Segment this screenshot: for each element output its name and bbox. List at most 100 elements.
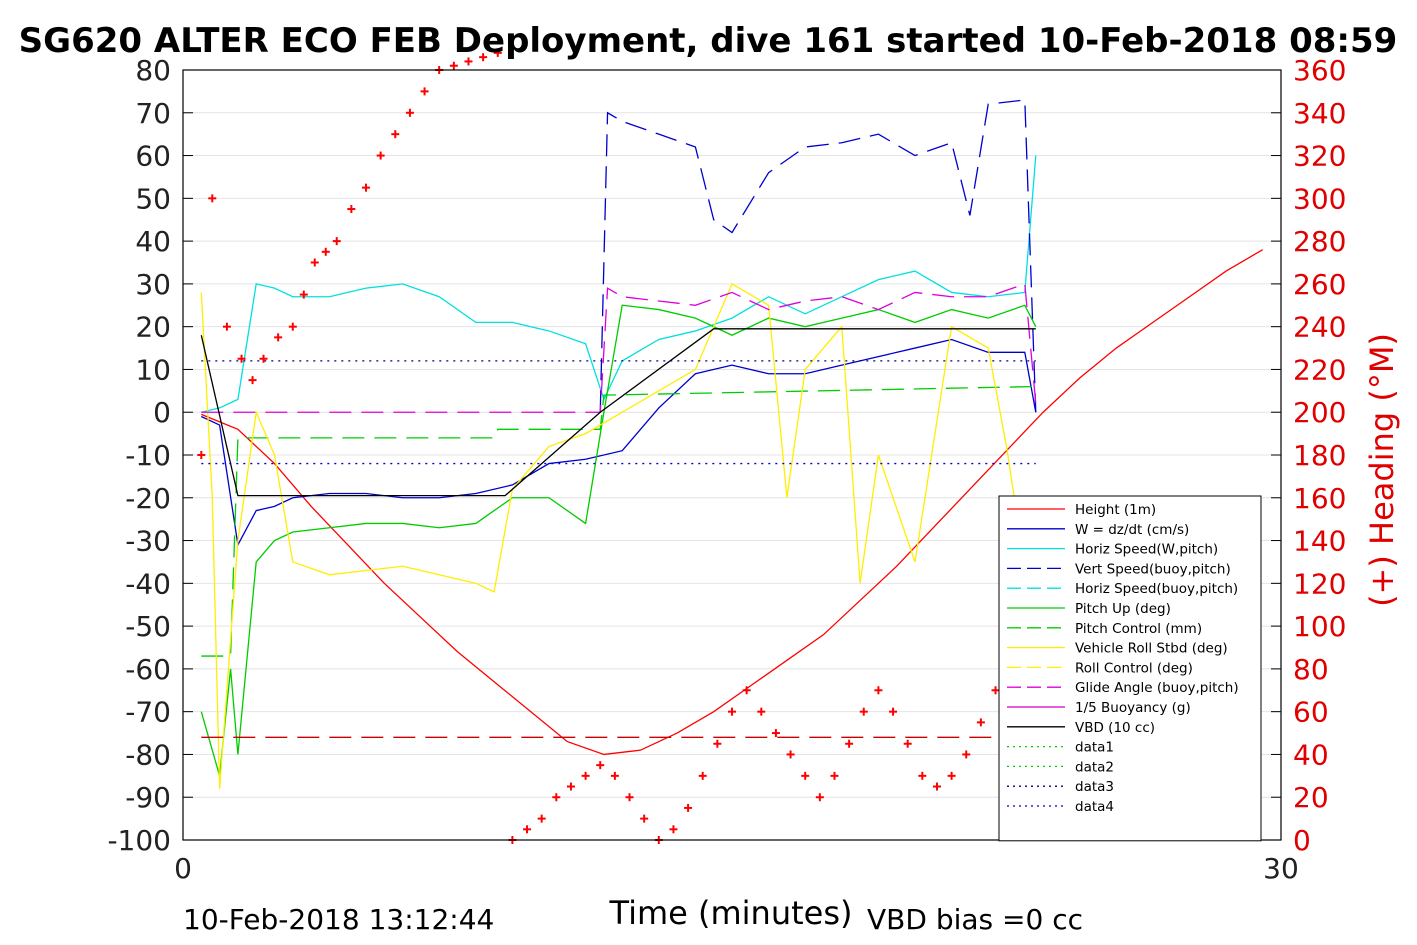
heading-point <box>610 771 619 780</box>
legend-label: Glide Angle (buoy,pitch) <box>1075 680 1239 696</box>
heading-point <box>347 205 356 214</box>
right-tick-label: 60 <box>1293 696 1329 729</box>
legend-label: data3 <box>1075 779 1114 795</box>
right-tick-label: 320 <box>1293 140 1346 173</box>
heading-point <box>362 183 370 192</box>
heading-point <box>932 782 941 791</box>
right-tick-label: 240 <box>1293 311 1346 344</box>
right-tick-label: 220 <box>1293 353 1346 386</box>
heading-point <box>405 108 414 117</box>
heading-point <box>669 825 678 834</box>
left-tick-label: 10 <box>135 353 171 386</box>
heading-point <box>815 793 824 802</box>
series-line <box>599 99 1037 413</box>
x-axis: 0 30 <box>174 852 1299 885</box>
heading-point <box>830 771 839 780</box>
heading-point <box>552 793 561 802</box>
right-tick-label: 0 <box>1293 824 1311 857</box>
right-tick-label: 40 <box>1293 738 1329 771</box>
heading-point <box>332 237 341 246</box>
series-line <box>201 338 1037 547</box>
heading-point <box>801 771 810 780</box>
legend-label: Horiz Speed(buoy,pitch) <box>1075 581 1238 597</box>
left-tick-label: -10 <box>125 439 171 472</box>
heading-point <box>698 771 707 780</box>
chart-title: SG620 ALTER ECO FEB Deployment, dive 161… <box>19 21 1398 61</box>
right-tick-label: 280 <box>1293 225 1346 258</box>
x-axis-label: Time (minutes) <box>609 894 853 932</box>
right-tick-label: 360 <box>1293 54 1346 87</box>
x-tick-label: 0 <box>174 852 192 885</box>
heading-point <box>947 771 956 780</box>
left-tick-label: -80 <box>125 738 171 771</box>
right-tick-label: 340 <box>1293 97 1346 130</box>
x-tick-label: 30 <box>1263 852 1299 885</box>
heading-point <box>376 151 385 160</box>
left-tick-label: 80 <box>135 54 171 87</box>
left-tick-label: 50 <box>135 182 171 215</box>
series-line <box>200 304 1037 777</box>
timestamp-label: 10-Feb-2018 13:12:44 <box>183 903 494 936</box>
right-tick-label: 260 <box>1293 268 1346 301</box>
legend-label: Height (1m) <box>1075 502 1156 518</box>
left-tick-label: 60 <box>135 140 171 173</box>
series-line <box>200 282 1037 789</box>
heading-point <box>874 686 883 695</box>
legend-label: Pitch Up (deg) <box>1075 601 1171 617</box>
vbd-bias-label: VBD bias =0 cc <box>867 903 1083 936</box>
heading-point <box>523 825 532 834</box>
right-axis-label: (+) Heading (°M) <box>1363 333 1401 607</box>
heading-point <box>581 771 590 780</box>
heading-point <box>420 87 429 96</box>
right-tick-label: 200 <box>1293 396 1346 429</box>
legend-label: data4 <box>1075 799 1114 815</box>
left-tick-label: 70 <box>135 97 171 130</box>
heading-point <box>259 354 268 363</box>
heading-point <box>625 793 634 802</box>
heading-point <box>742 686 751 695</box>
heading-point <box>845 739 854 748</box>
left-tick-label: 0 <box>153 396 171 429</box>
right-axis: 3603403203002802602402202001801601401201… <box>1271 54 1346 857</box>
series-line <box>201 155 1037 413</box>
left-tick-label: -100 <box>107 824 171 857</box>
left-axis: 80 70 60 50 40 30 20 10 0 -10 -20 -30 -40 -50 -60 -70 -8… <box>107 54 193 857</box>
left-tick-label: -50 <box>125 610 171 643</box>
left-tick-label: -70 <box>125 696 171 729</box>
legend-label: Vehicle Roll Stbd (deg) <box>1075 641 1228 657</box>
legend-label: data1 <box>1075 740 1114 756</box>
right-tick-label: 80 <box>1293 653 1329 686</box>
left-tick-label: -30 <box>125 525 171 558</box>
heading-point <box>197 451 206 459</box>
heading-point <box>903 739 912 748</box>
left-tick-label: -60 <box>125 653 171 686</box>
left-tick-label: -40 <box>125 567 171 600</box>
left-tick-label: -90 <box>125 781 171 814</box>
heading-point <box>889 707 898 716</box>
left-tick-label: 20 <box>135 311 171 344</box>
right-tick-label: 160 <box>1293 482 1346 515</box>
legend-label: Horiz Speed(W,pitch) <box>1075 542 1218 558</box>
legend-box <box>998 495 1262 842</box>
heading-point <box>321 247 330 256</box>
series-line <box>201 385 1036 657</box>
heading-point <box>537 814 546 823</box>
heading-point <box>713 739 722 748</box>
heading-point <box>248 376 257 385</box>
heading-point <box>684 803 693 812</box>
heading-point <box>566 782 575 791</box>
legend-label: Vert Speed(buoy,pitch) <box>1075 561 1231 577</box>
legend: Height (1m) W = dz/dt (cm/s) Horiz Speed(W… <box>998 495 1262 842</box>
heading-point <box>976 718 985 727</box>
right-tick-label: 180 <box>1293 439 1346 472</box>
legend-label: 1/5 Buoyancy (g) <box>1075 700 1191 716</box>
legend-label: Pitch Control (mm) <box>1075 621 1202 637</box>
series-line <box>201 282 1037 413</box>
heading-point <box>493 48 502 57</box>
heading-point <box>391 130 400 139</box>
heading-point <box>918 771 927 780</box>
right-tick-label: 300 <box>1293 182 1346 215</box>
heading-point <box>640 814 649 823</box>
heading-point <box>991 686 1000 695</box>
